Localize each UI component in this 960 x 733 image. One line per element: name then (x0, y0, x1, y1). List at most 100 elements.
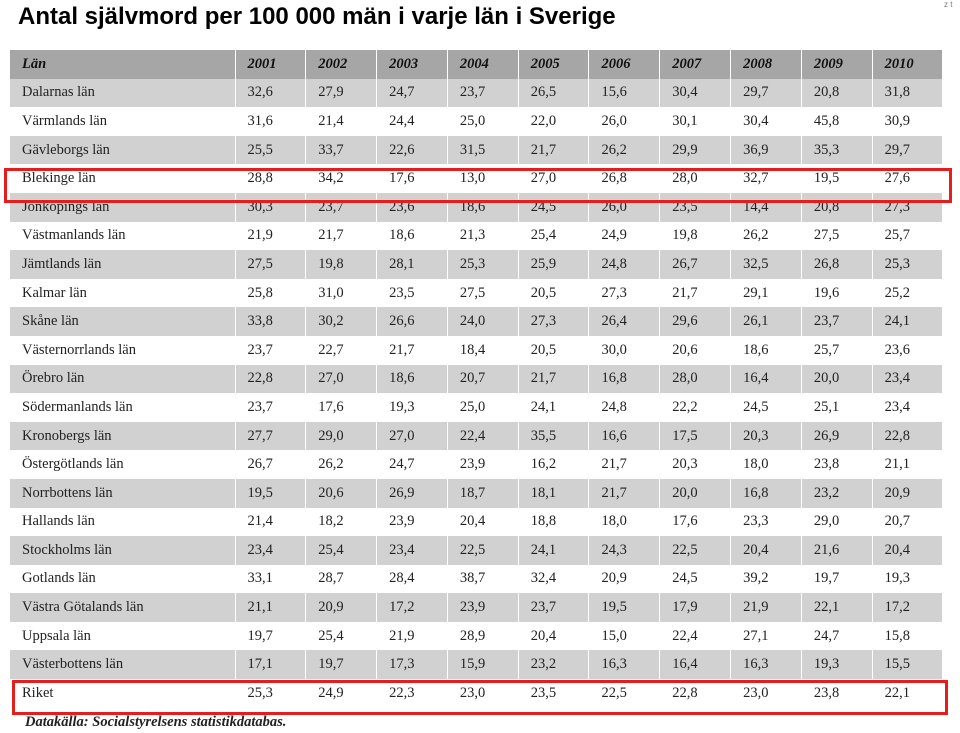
rate-cell: 26,2 (730, 221, 802, 251)
table-row: Västmanlands län 21,9 21,7 18,6 21,3 25,4 24,9… (10, 221, 944, 251)
column-header-year: 2005 (518, 50, 590, 79)
rate-cell: 23,0 (730, 679, 802, 708)
table-row: Gävleborgs län 25,5 33,7 22,6 31,5 21,7 26,2 29… (10, 135, 944, 165)
rate-cell: 31,8 (872, 78, 944, 108)
rate-cell: 25,8 (235, 278, 307, 308)
county-name-cell: Norrbottens län (10, 478, 236, 508)
rate-cell: 35,5 (518, 421, 590, 451)
rate-cell: 23,6 (376, 192, 448, 222)
rate-cell: 24,9 (305, 679, 378, 708)
column-header-year: 2009 (801, 50, 873, 79)
county-name-cell: Jönköpings län (10, 192, 236, 222)
rate-cell: 25,5 (235, 135, 307, 165)
rate-cell: 20,3 (730, 421, 802, 451)
table-row: Södermanlands län 23,7 17,6 19,3 25,0 24,1 24,… (10, 393, 944, 422)
rate-cell: 17,3 (376, 650, 448, 680)
rate-cell: 28,4 (376, 564, 448, 594)
rate-cell: 25,4 (305, 621, 378, 651)
table-row: Kalmar län 25,8 31,0 23,5 27,5 20,5 27,3 21,7 29… (10, 278, 944, 308)
rate-cell: 17,6 (659, 507, 732, 537)
rate-cell: 22,5 (447, 536, 519, 565)
rate-cell: 23,7 (447, 78, 519, 108)
rate-cell: 16,8 (588, 364, 661, 394)
rate-cell: 25,4 (305, 536, 378, 565)
rate-cell: 18,4 (447, 335, 519, 365)
rate-cell: 19,5 (235, 478, 307, 508)
rate-cell: 24,7 (376, 450, 448, 479)
table-row: Värmlands län 31,6 21,4 24,4 25,0 22,0 26,0 30,… (10, 107, 944, 136)
rate-cell: 30,9 (872, 107, 944, 136)
rate-cell: 28,1 (376, 250, 448, 279)
rate-cell: 23,4 (872, 393, 944, 422)
county-name-cell: Skåne län (10, 307, 236, 336)
rate-cell: 25,4 (518, 221, 590, 251)
rate-cell: 17,9 (659, 593, 732, 622)
rate-cell: 22,6 (376, 135, 448, 165)
rate-cell: 23,8 (801, 450, 873, 479)
rate-cell: 21,9 (730, 593, 802, 622)
rate-cell: 20,4 (872, 536, 944, 565)
rate-cell: 23,7 (518, 593, 590, 622)
rate-cell: 17,2 (872, 593, 944, 622)
rate-cell: 19,7 (801, 564, 873, 594)
rate-cell: 19,7 (235, 621, 307, 651)
rate-cell: 22,5 (588, 679, 661, 708)
corner-mark: z t (944, 0, 953, 9)
rate-cell: 21,7 (518, 364, 590, 394)
rate-cell: 35,3 (801, 135, 873, 165)
data-table-container: Län 2001 2002 2003 2004 2005 2006 2007 2008 2009 2… (10, 50, 944, 708)
rate-cell: 18,7 (447, 478, 519, 508)
rate-cell: 17,2 (376, 593, 448, 622)
county-name-cell: Kalmar län (10, 278, 236, 308)
rate-cell: 30,4 (659, 78, 732, 108)
rate-cell: 26,0 (588, 192, 661, 222)
rate-cell: 27,7 (235, 421, 307, 451)
rate-cell: 20,6 (659, 335, 732, 365)
rate-cell: 39,2 (730, 564, 802, 594)
table-row: Dalarnas län 32,6 27,9 24,7 23,7 26,5 15,6 30,4… (10, 78, 944, 108)
column-header-year: 2006 (588, 50, 661, 79)
highlight-box-riket (12, 680, 948, 715)
rate-cell: 17,1 (235, 650, 307, 680)
county-name-cell: Värmlands län (10, 107, 236, 136)
rate-cell: 32,4 (518, 564, 590, 594)
rate-cell: 23,5 (659, 192, 732, 222)
table-row: Hallands län 21,4 18,2 23,9 20,4 18,8 18,0 17,6… (10, 507, 944, 537)
rate-cell: 20,7 (872, 507, 944, 537)
rate-cell: 25,3 (872, 250, 944, 279)
rate-cell: 28,9 (447, 621, 519, 651)
rate-cell: 18,1 (518, 478, 590, 508)
rate-cell: 26,2 (305, 450, 378, 479)
rate-cell: 21,7 (588, 478, 661, 508)
rate-cell: 26,7 (659, 250, 732, 279)
rate-cell: 23,5 (376, 278, 448, 308)
rate-cell: 29,6 (659, 307, 732, 336)
rate-cell: 45,8 (801, 107, 873, 136)
rate-cell: 20,8 (801, 78, 873, 108)
rate-cell: 21,6 (801, 536, 873, 565)
rate-cell: 23,7 (801, 307, 873, 336)
page-title: Antal självmord per 100 000 män i varje … (18, 3, 616, 30)
rate-cell: 32,6 (235, 78, 307, 108)
rate-cell: 15,6 (588, 78, 661, 108)
rate-cell: 26,5 (518, 78, 590, 108)
rate-cell: 26,1 (730, 307, 802, 336)
county-name-cell: Västra Götalands län (10, 593, 236, 622)
rate-cell: 29,1 (730, 278, 802, 308)
rate-cell: 19,3 (801, 650, 873, 680)
rate-cell: 23,9 (376, 507, 448, 537)
rate-cell: 33,7 (305, 135, 378, 165)
county-name-cell: Gotlands län (10, 564, 236, 594)
rate-cell: 30,0 (588, 335, 661, 365)
rate-cell: 20,5 (518, 335, 590, 365)
table-row: Norrbottens län 19,5 20,6 26,9 18,7 18,1 21,7 2… (10, 478, 944, 508)
county-name-cell: Örebro län (10, 364, 236, 394)
rate-cell: 21,9 (376, 621, 448, 651)
rate-cell: 29,7 (730, 78, 802, 108)
rate-cell: 23,4 (235, 536, 307, 565)
rate-cell: 21,7 (376, 335, 448, 365)
rate-cell: 27,0 (376, 421, 448, 451)
column-header-year: 2004 (447, 50, 519, 79)
rate-cell: 16,4 (659, 650, 732, 680)
rate-cell: 31,6 (235, 107, 307, 136)
